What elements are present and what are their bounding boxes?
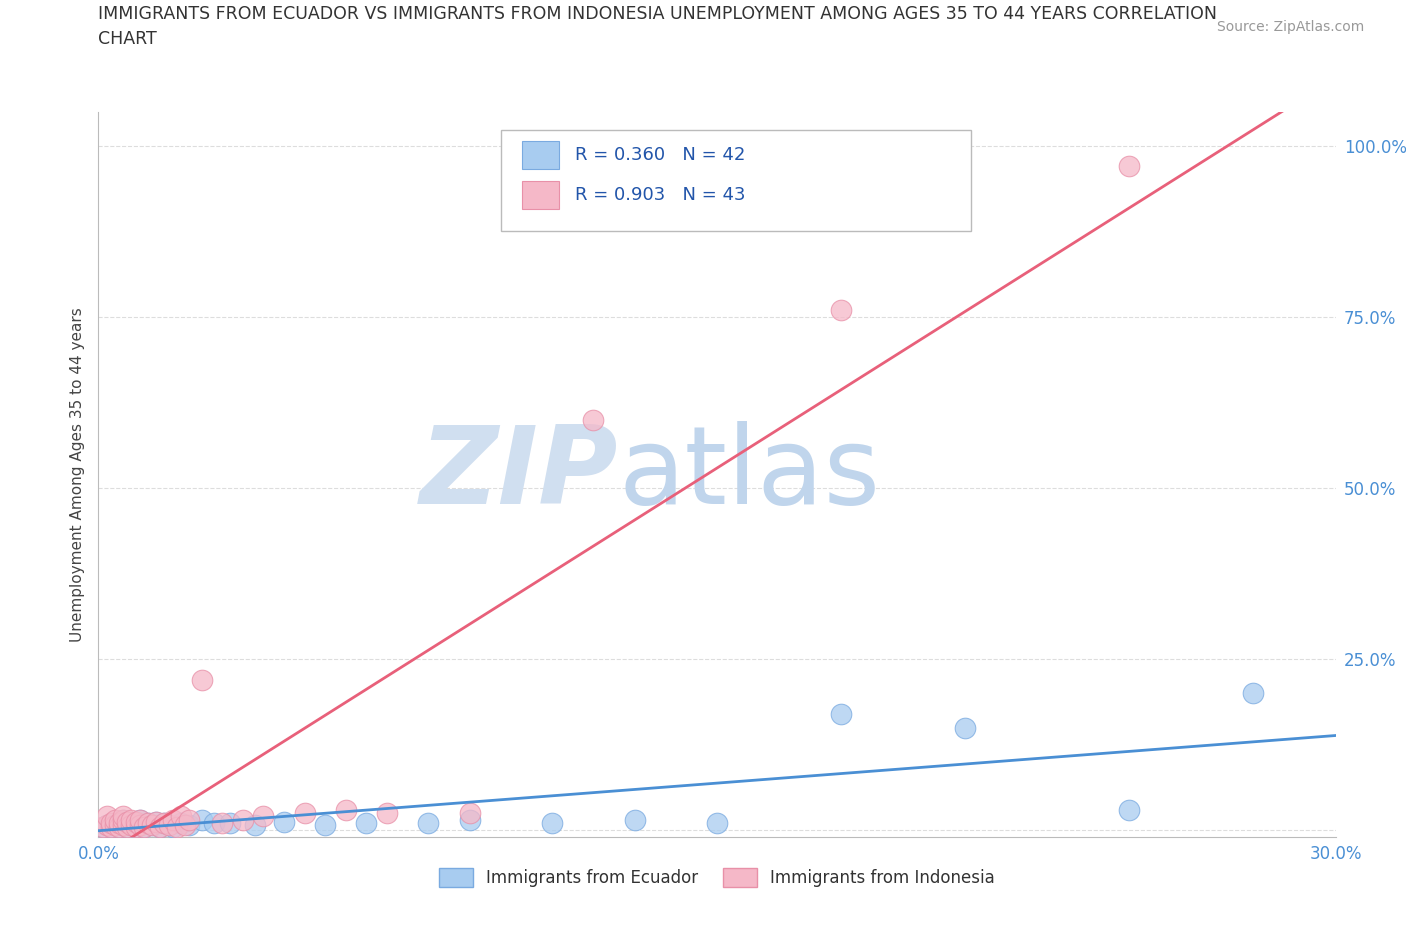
Point	[124, 816, 146, 830]
Text: R = 0.360   N = 42: R = 0.360 N = 42	[575, 146, 745, 164]
Point	[243, 817, 266, 832]
Text: ZIP: ZIP	[420, 421, 619, 527]
Point	[112, 809, 135, 824]
Point	[356, 816, 378, 830]
Point	[112, 813, 135, 828]
Text: R = 0.903   N = 43: R = 0.903 N = 43	[575, 186, 745, 204]
Point	[124, 819, 146, 834]
Point	[132, 819, 155, 834]
Point	[219, 816, 242, 830]
Point	[157, 817, 180, 832]
Point	[170, 809, 193, 824]
Y-axis label: Unemployment Among Ages 35 to 44 years: Unemployment Among Ages 35 to 44 years	[69, 307, 84, 642]
Point	[117, 819, 139, 834]
FancyBboxPatch shape	[501, 130, 970, 232]
Point	[112, 813, 135, 828]
Point	[96, 817, 118, 832]
Point	[174, 817, 197, 832]
Text: atlas: atlas	[619, 421, 880, 527]
Point	[96, 817, 118, 832]
Point	[149, 819, 172, 834]
Point	[108, 816, 131, 830]
Point	[128, 813, 150, 828]
Point	[145, 815, 167, 830]
Point	[104, 813, 127, 828]
Point	[117, 819, 139, 834]
Point	[202, 816, 225, 830]
Point	[100, 819, 122, 834]
Point	[273, 815, 295, 830]
FancyBboxPatch shape	[522, 181, 558, 209]
Point	[190, 813, 212, 828]
Point	[120, 815, 142, 830]
Point	[128, 813, 150, 828]
Point	[170, 816, 193, 830]
Point	[582, 412, 605, 427]
Point	[124, 819, 146, 834]
Point	[132, 819, 155, 834]
Point	[112, 817, 135, 832]
Point	[1118, 803, 1140, 817]
Point	[124, 815, 146, 830]
Point	[141, 817, 163, 832]
Point	[117, 816, 139, 830]
Point	[120, 817, 142, 832]
Legend: Immigrants from Ecuador, Immigrants from Indonesia: Immigrants from Ecuador, Immigrants from…	[433, 861, 1001, 894]
Point	[149, 819, 172, 834]
Point	[117, 815, 139, 830]
Point	[157, 817, 180, 832]
Point	[335, 803, 357, 817]
Point	[623, 813, 645, 828]
Point	[104, 817, 127, 832]
Point	[91, 819, 114, 834]
Point	[179, 813, 201, 828]
Point	[153, 816, 176, 830]
Point	[153, 816, 176, 830]
Point	[458, 805, 481, 820]
Point	[1118, 159, 1140, 174]
Point	[141, 817, 163, 832]
Point	[128, 817, 150, 832]
Point	[162, 813, 184, 828]
Point	[314, 817, 336, 832]
Point	[830, 707, 852, 722]
Point	[100, 819, 122, 834]
Point	[418, 816, 440, 830]
Point	[541, 816, 564, 830]
Point	[120, 817, 142, 832]
Point	[108, 819, 131, 834]
Point	[179, 817, 201, 832]
Point	[953, 720, 976, 735]
Point	[162, 819, 184, 834]
Point	[232, 813, 254, 828]
Text: CHART: CHART	[98, 30, 157, 47]
Text: Source: ZipAtlas.com: Source: ZipAtlas.com	[1216, 20, 1364, 34]
Point	[706, 816, 728, 830]
Point	[108, 819, 131, 834]
Point	[190, 672, 212, 687]
Point	[136, 816, 159, 830]
Point	[166, 819, 188, 834]
Point	[145, 815, 167, 830]
Point	[830, 302, 852, 317]
Text: IMMIGRANTS FROM ECUADOR VS IMMIGRANTS FROM INDONESIA UNEMPLOYMENT AMONG AGES 35 : IMMIGRANTS FROM ECUADOR VS IMMIGRANTS FR…	[98, 5, 1218, 22]
FancyBboxPatch shape	[522, 141, 558, 169]
Point	[136, 816, 159, 830]
Point	[128, 817, 150, 832]
Point	[108, 815, 131, 830]
Point	[120, 813, 142, 828]
Point	[112, 817, 135, 832]
Point	[100, 816, 122, 830]
Point	[96, 809, 118, 824]
Point	[458, 813, 481, 828]
Point	[1241, 685, 1264, 700]
Point	[104, 816, 127, 830]
Point	[252, 809, 274, 824]
Point	[294, 805, 316, 820]
Point	[375, 805, 398, 820]
Point	[91, 819, 114, 834]
Point	[211, 816, 233, 830]
